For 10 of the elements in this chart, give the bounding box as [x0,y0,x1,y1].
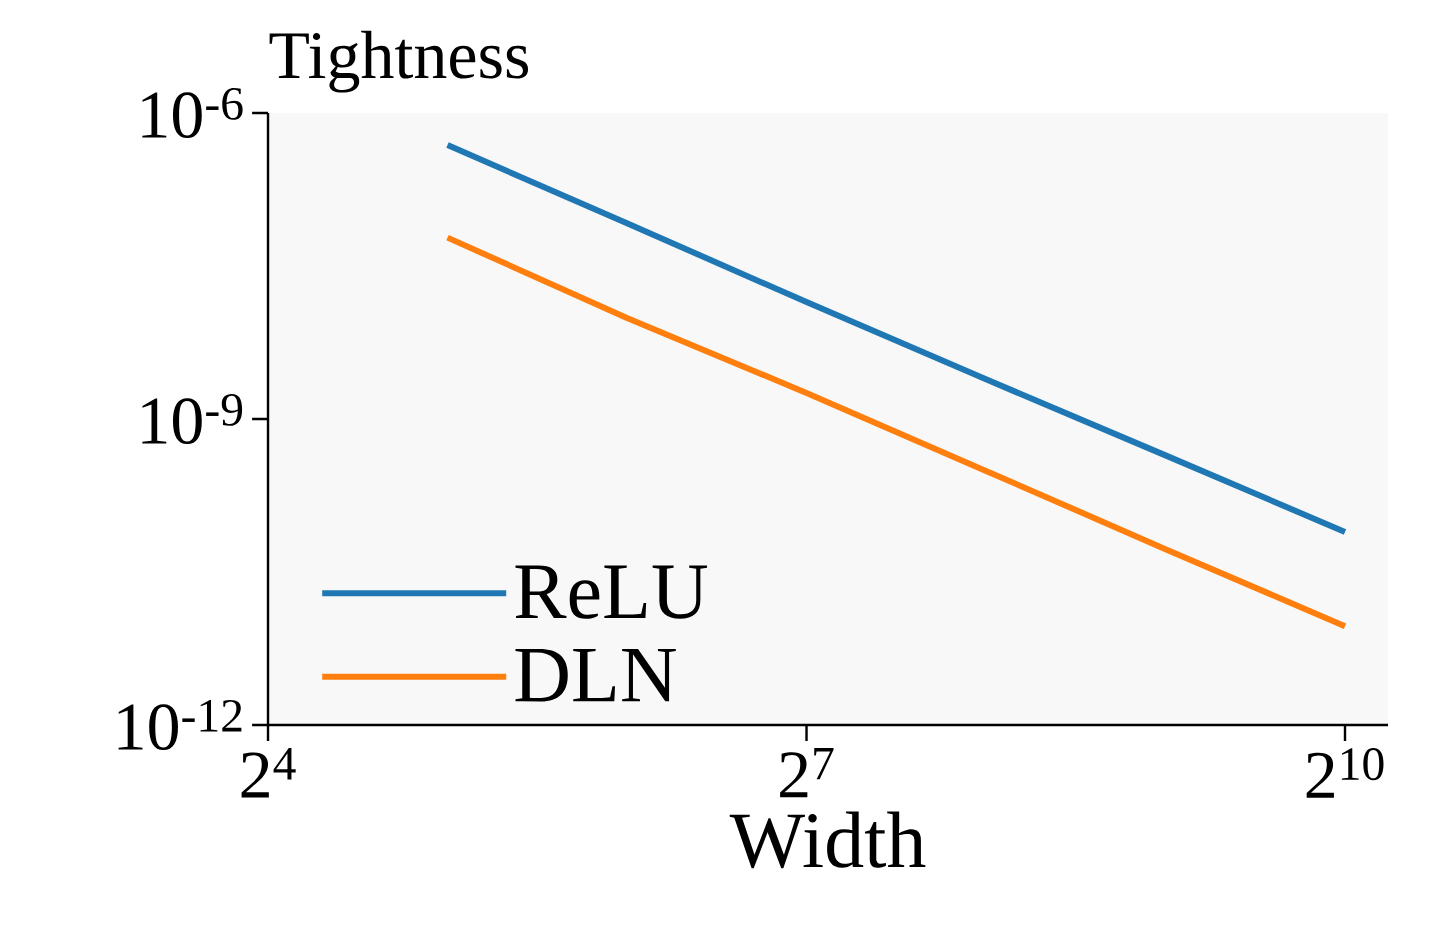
y-tick-label: 10$^{-12}$ [118,699,242,751]
x-tick-label: 2$^{10}$ [1306,748,1384,798]
legend-label: DLN [515,648,676,702]
y-tick-label: 10$^{-6}$ [142,87,243,139]
chart-title: Tightness [269,30,529,93]
x-tick-label: 2$^{7}$ [780,748,834,798]
y-tick-label: 10$^{-9}$ [142,393,243,445]
x-axis-title: Width [729,811,926,869]
legend-label: ReLU [515,565,708,619]
x-tick-label: 2$^{4}$ [241,748,296,798]
